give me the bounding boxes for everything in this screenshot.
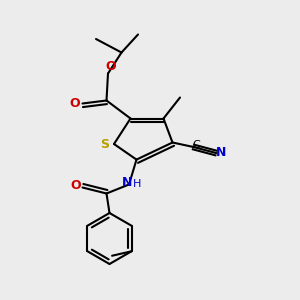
Text: H: H xyxy=(133,178,142,189)
Text: O: O xyxy=(70,178,81,192)
Text: C: C xyxy=(192,140,200,151)
Text: O: O xyxy=(70,97,80,110)
Text: N: N xyxy=(122,176,133,190)
Text: S: S xyxy=(100,137,109,151)
Text: N: N xyxy=(216,146,226,160)
Text: O: O xyxy=(105,59,116,73)
